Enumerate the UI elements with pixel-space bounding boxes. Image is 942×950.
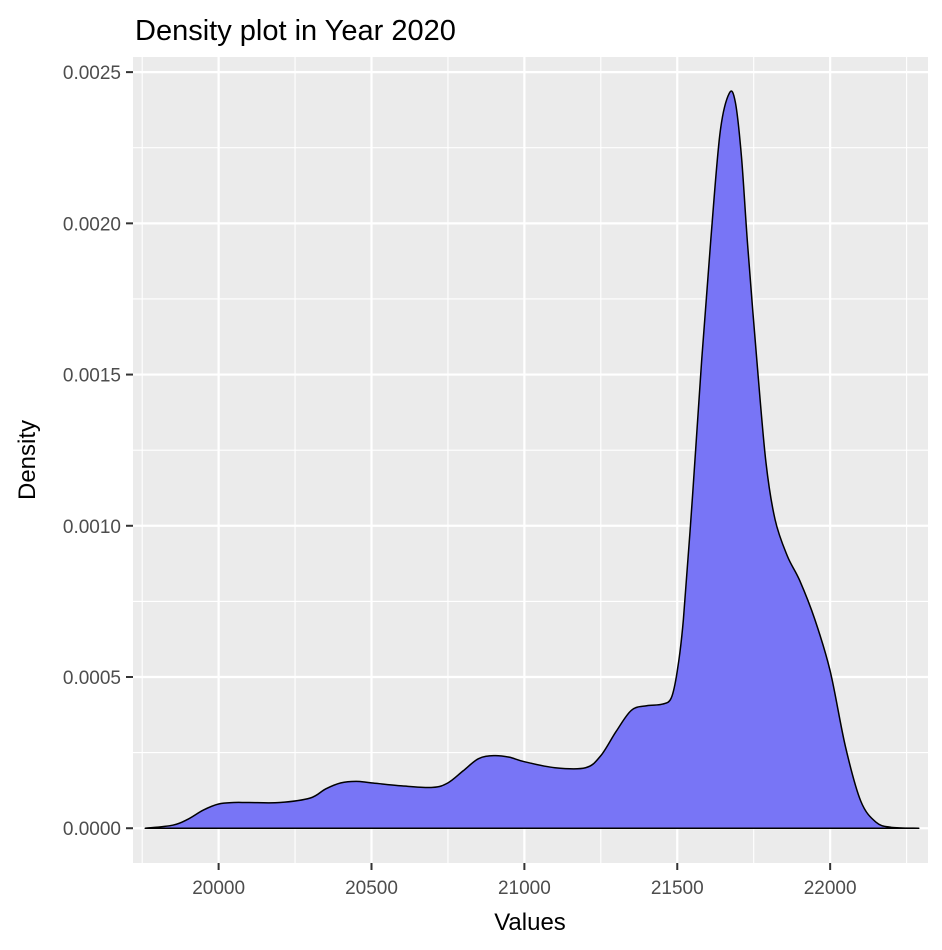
chart-title: Density plot in Year 2020 (135, 15, 456, 47)
x-tick-label: 20500 (345, 878, 398, 899)
y-tick-label: 0.0020 (63, 214, 121, 235)
y-tick-label: 0.0010 (63, 517, 121, 538)
x-tick-label: 21500 (651, 878, 704, 899)
y-tick-label: 0.0025 (63, 63, 121, 84)
x-tick-label: 22000 (804, 878, 857, 899)
y-tick-label: 0.0000 (63, 819, 121, 840)
x-tick-label: 20000 (192, 878, 245, 899)
density-area (144, 90, 920, 829)
x-axis: 20000 20500 21000 21500 22000 (192, 863, 857, 899)
y-axis: 0.0000 0.0005 0.0010 0.0015 0.0020 0.0025 (63, 63, 133, 840)
x-tick-label: 21000 (498, 878, 551, 899)
x-axis-title: Values (494, 909, 566, 936)
y-axis-title: Density (14, 420, 41, 500)
y-tick-label: 0.0005 (63, 668, 121, 689)
y-tick-label: 0.0015 (63, 366, 121, 387)
